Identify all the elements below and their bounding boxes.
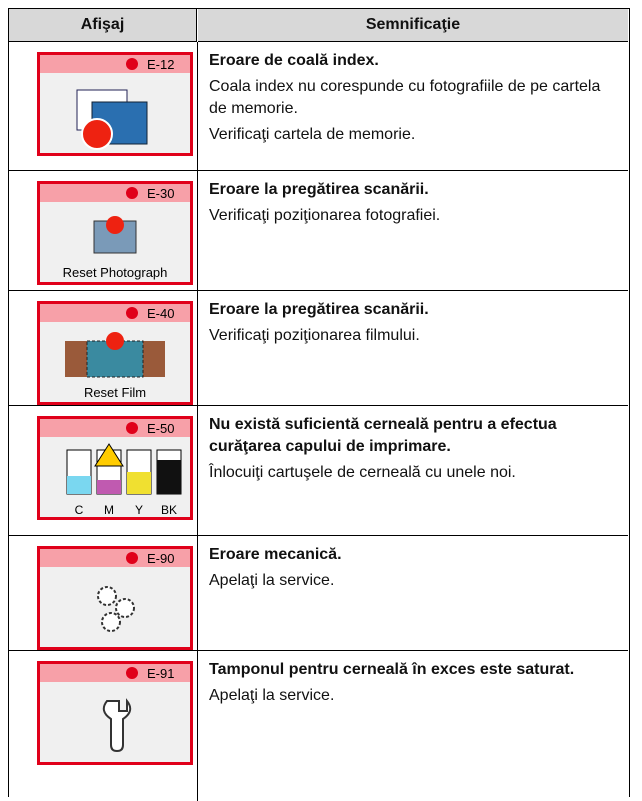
- description: Coala index nu corespunde cu fotografiil…: [209, 78, 601, 117]
- icon-caption: Reset Film: [84, 385, 146, 400]
- error-title: Tamponul pentru cerneală în exces este s…: [209, 661, 575, 678]
- icon: [102, 698, 132, 753]
- display-icon: E-12: [37, 52, 193, 156]
- icon: [97, 586, 117, 606]
- icon: [115, 598, 135, 618]
- icon: [101, 612, 121, 632]
- column-divider: [197, 536, 198, 650]
- column-divider: [197, 651, 198, 801]
- table-row: E-50 C M Y BK Nu există suficientă cerneală p…: [9, 406, 628, 536]
- table-row: E-90 Eroare mecanică. Apelaţi la service.: [9, 536, 628, 651]
- ink-label: C: [75, 503, 84, 517]
- meaning: Eroare la pregătirea scanării. Verificaţi…: [209, 179, 619, 231]
- error-symbol: [126, 187, 138, 199]
- ink-label: M: [104, 503, 114, 517]
- description: Apelaţi la service.: [209, 572, 335, 589]
- column-divider: [197, 291, 198, 405]
- ink-label: BK: [161, 503, 177, 517]
- column-divider: [197, 42, 198, 170]
- description: Verificaţi poziţionarea filmului.: [209, 327, 420, 344]
- meaning: Eroare la pregătirea scanării. Verificaţi…: [209, 299, 619, 351]
- meaning: Eroare mecanică. Apelaţi la service.: [209, 544, 619, 596]
- header-cell: Semnificaţie: [198, 9, 628, 42]
- error-title: Eroare mecanică.: [209, 546, 342, 563]
- icon-header: [40, 184, 190, 202]
- display-icon: E-50 C M Y BK: [37, 416, 193, 520]
- error-title: Nu există suficientă cerneală pentru a e…: [209, 416, 557, 455]
- error-symbol: [126, 58, 138, 70]
- description: Apelaţi la service.: [209, 687, 335, 704]
- error-code: E-30: [147, 186, 174, 201]
- icon: [106, 216, 124, 234]
- icon: [127, 472, 151, 494]
- icon-header: [40, 419, 190, 437]
- icon: [157, 460, 181, 494]
- table-row: E-91 Tamponul pentru cerneală în exces es…: [9, 651, 628, 801]
- icon: [106, 332, 124, 350]
- meaning: Eroare de coală index. Coala index nu cor…: [209, 50, 619, 150]
- column-divider: [197, 406, 198, 535]
- error-title: Eroare la pregătirea scanării.: [209, 181, 429, 198]
- error-code: E-90: [147, 551, 174, 566]
- error-symbol: [126, 552, 138, 564]
- table-row: E-30 Reset Photograph Eroare la pregătirea…: [9, 171, 628, 291]
- display-icon: E-30 Reset Photograph: [37, 181, 193, 285]
- table: Afişaj Semnificaţie E-12 Eroare de coală …: [8, 8, 630, 801]
- icon-caption: Reset Photograph: [63, 265, 168, 280]
- icon: [67, 476, 91, 494]
- error-title: Eroare de coală index.: [209, 52, 379, 69]
- error-symbol: [126, 307, 138, 319]
- error-code: E-40: [147, 306, 174, 321]
- description: Verificaţi poziţionarea fotografiei.: [209, 207, 441, 224]
- icon-header: [40, 304, 190, 322]
- table-row: E-40 Reset Film Eroare la pregătirea scană…: [9, 291, 628, 406]
- error-symbol: [126, 667, 138, 679]
- description: Înlocuiţi cartuşele de cerneală cu unele…: [209, 464, 516, 481]
- display-icon: E-40 Reset Film: [37, 301, 193, 405]
- icon-header: [40, 549, 190, 567]
- header-cell: Afişaj: [9, 9, 197, 42]
- display-icon: E-91: [37, 661, 193, 765]
- meaning: Nu există suficientă cerneală pentru a e…: [209, 414, 619, 488]
- display-icon: E-90: [37, 546, 193, 650]
- description: Verificaţi cartela de memorie.: [209, 126, 416, 143]
- icon-header: [40, 55, 190, 73]
- table-row: E-12 Eroare de coală index. Coala index nu…: [9, 42, 628, 171]
- error-code: E-91: [147, 666, 174, 681]
- meaning: Tamponul pentru cerneală în exces este s…: [209, 659, 619, 711]
- icon-header: [40, 664, 190, 682]
- icon: [81, 118, 113, 150]
- error-code: E-50: [147, 421, 174, 436]
- error-symbol: [126, 422, 138, 434]
- error-title: Eroare la pregătirea scanării.: [209, 301, 429, 318]
- ink-label: Y: [135, 503, 143, 517]
- column-divider: [197, 171, 198, 290]
- icon: [94, 443, 124, 467]
- error-code: E-12: [147, 57, 174, 72]
- icon: [97, 480, 121, 494]
